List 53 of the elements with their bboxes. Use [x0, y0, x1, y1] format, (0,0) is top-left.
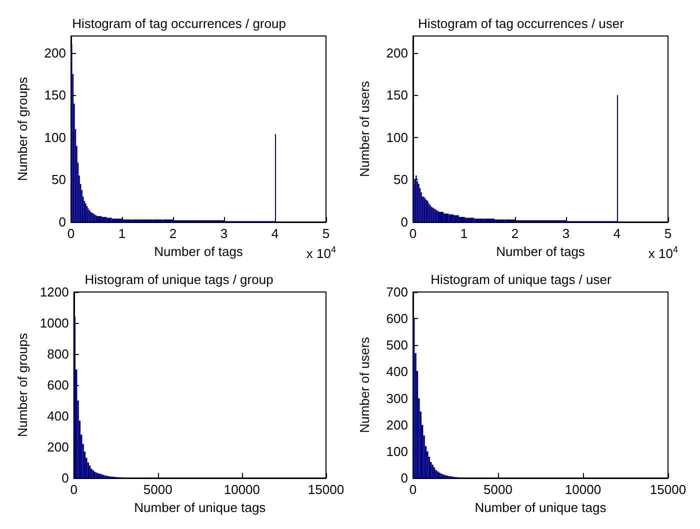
- y-axis-title: Number of groups: [15, 332, 30, 438]
- x-tick-label: 2: [169, 226, 177, 241]
- y-tick-label: 500: [386, 338, 408, 353]
- chart-title: Histogram of tag occurrences / group: [72, 16, 286, 31]
- y-tick-label: 800: [47, 346, 69, 362]
- y-tick-label: 50: [394, 172, 408, 188]
- y-tick-label: 1200: [40, 284, 69, 300]
- x-axis-title: Number of tags: [496, 244, 586, 259]
- y-tick-label: 150: [44, 88, 66, 103]
- x-axis-title: Number of tags: [154, 244, 244, 259]
- chart-title: Histogram of unique tags / user: [430, 272, 612, 287]
- x-tick-label: 5000: [143, 482, 172, 497]
- y-axis-title: Number of users: [357, 336, 372, 434]
- x-tick-label: 1: [118, 226, 126, 241]
- y-tick-label: 600: [386, 311, 408, 326]
- x-tick-label: 5: [664, 226, 672, 241]
- x-tick-label: 5: [322, 226, 330, 241]
- y-axis-title: Number of groups: [15, 76, 30, 182]
- x-axis-title: Number of unique tags: [134, 500, 266, 515]
- x-tick-label: 3: [562, 226, 570, 241]
- x-tick-label: 15000: [650, 482, 686, 497]
- x-tick-label: 5000: [484, 482, 512, 497]
- y-tick-label: 1000: [40, 316, 69, 330]
- y-tick-label: 100: [386, 444, 408, 459]
- y-tick-label: 400: [386, 364, 408, 380]
- x-tick-label: 15000: [308, 482, 344, 497]
- y-tick-label: 200: [44, 45, 66, 60]
- x-tick-label: 10000: [224, 482, 260, 497]
- y-tick-label: 300: [386, 390, 408, 406]
- x-tick-label: 3: [220, 226, 228, 241]
- chart-title: Histogram of unique tags / group: [84, 272, 274, 287]
- y-tick-label: 0: [62, 470, 69, 486]
- y-tick-label: 100: [44, 130, 66, 145]
- y-tick-label: 0: [400, 470, 408, 486]
- x-axis-title: Number of unique tags: [474, 500, 607, 515]
- x-tick-label: 1: [460, 226, 468, 241]
- y-tick-label: 0: [58, 214, 66, 230]
- y-tick-label: 50: [52, 172, 66, 188]
- y-tick-label: 200: [47, 440, 69, 454]
- y-tick-label: 100: [386, 130, 408, 145]
- y-tick-label: 400: [47, 408, 69, 424]
- y-tick-label: 0: [400, 214, 408, 230]
- x-tick-label: 2: [511, 226, 519, 241]
- y-tick-label: 600: [47, 378, 69, 392]
- y-tick-label: 200: [386, 417, 408, 432]
- x-tick-label: 10000: [564, 482, 602, 497]
- chart-title: Histogram of tag occurrences / user: [418, 16, 625, 31]
- y-tick-label: 700: [386, 284, 408, 300]
- x-tick-label: 4: [271, 226, 279, 241]
- y-tick-label: 200: [386, 45, 408, 60]
- y-tick-label: 150: [386, 88, 408, 103]
- x-tick-label: 4: [613, 226, 621, 241]
- y-axis-title: Number of users: [357, 80, 372, 178]
